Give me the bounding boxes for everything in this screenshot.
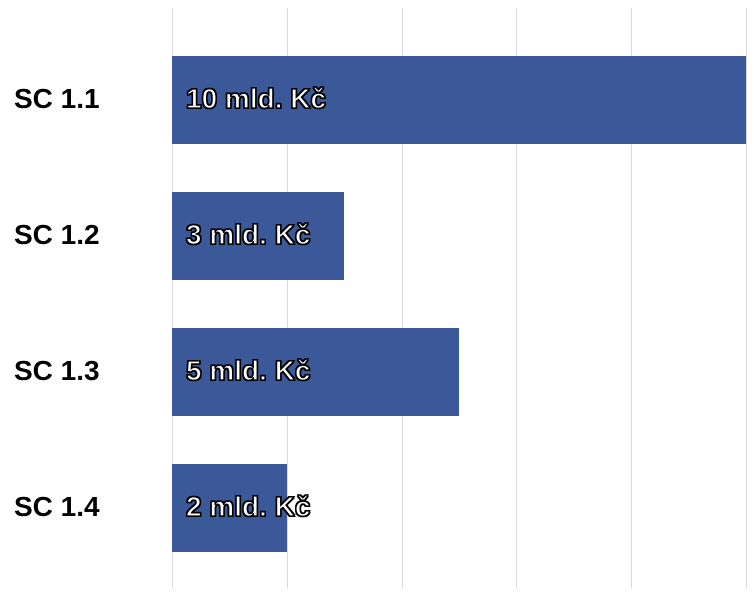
category-label: SC 1.1 <box>14 83 100 115</box>
bar-value-label: 5 mld. Kč <box>186 355 310 387</box>
gridline <box>746 8 747 588</box>
category-label: SC 1.4 <box>14 491 100 523</box>
bar-value-label: 10 mld. Kč <box>186 83 326 115</box>
category-label: SC 1.2 <box>14 219 100 251</box>
horizontal-bar-chart: 10 mld. Kč 3 mld. Kč 5 mld. Kč 2 mld. Kč SC… <box>0 0 754 596</box>
bar-value-label: 3 mld. Kč <box>186 219 310 251</box>
category-label: SC 1.3 <box>14 355 100 387</box>
bar-value-label: 2 mld. Kč <box>186 491 310 523</box>
plot-area: 10 mld. Kč 3 mld. Kč 5 mld. Kč 2 mld. Kč <box>172 8 746 588</box>
